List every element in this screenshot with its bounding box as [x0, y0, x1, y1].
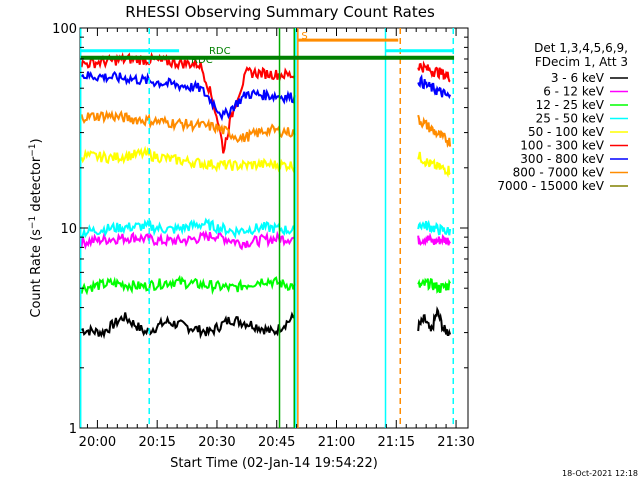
y-axis-label-end: ) [29, 138, 44, 143]
series-25-50-kev [80, 217, 452, 240]
series-line [80, 229, 295, 251]
x-tick-label: 21:30 [437, 435, 474, 450]
annotation-label: RDC [191, 55, 213, 66]
legend-label: 300 - 800 keV [520, 152, 604, 166]
legend-label: 800 - 7000 keV [513, 166, 605, 180]
y-axis-label-mid: detector [29, 156, 44, 216]
series-line [417, 151, 451, 178]
legend-label: 3 - 6 keV [551, 71, 605, 85]
y-axis-label-sup: −1 [28, 216, 38, 229]
legend-label: 50 - 100 keV [528, 125, 605, 139]
series-50-100-kev [80, 145, 451, 178]
series-line [80, 217, 296, 240]
x-tick-label: 20:45 [258, 435, 295, 450]
legend-label: 100 - 300 keV [520, 139, 604, 153]
annotation-label: RDC [209, 46, 231, 57]
series-line [81, 311, 295, 340]
legend-label: 7000 - 15000 keV [497, 179, 604, 193]
series-layer [80, 51, 452, 340]
y-axis-label: Count Rate (s−1 detector−1) [28, 138, 44, 317]
y-axis-label-sup-2: −1 [28, 143, 38, 156]
legend-label: 12 - 25 keV [536, 98, 605, 112]
y-tick-label: 1 [69, 422, 77, 437]
y-tick-label: 100 [52, 22, 77, 37]
series-line [417, 73, 452, 100]
series-300-800-kev [80, 70, 452, 122]
series-line [417, 305, 452, 336]
legend-header-2: FDecim 1, Att 3 [535, 55, 628, 69]
y-tick-label: 10 [60, 222, 77, 237]
timestamp: 18-Oct-2021 12:18 [562, 469, 638, 478]
series-3-6-kev [81, 305, 452, 340]
chart-title: RHESSI Observing Summary Count Rates [125, 3, 435, 21]
series-6-12-kev [80, 229, 451, 251]
series-line [417, 277, 451, 294]
series-line [80, 274, 296, 296]
x-tick-label: 21:15 [378, 435, 415, 450]
series-line [80, 51, 296, 154]
series-12-25-kev [80, 274, 451, 296]
x-tick-label: 20:00 [79, 435, 116, 450]
series-100-300-kev [80, 51, 451, 154]
axis-layer: 1 10 100 20:00 20:15 20:30 20:45 21:00 21:15 21:3… [52, 22, 475, 450]
legend-label: 6 - 12 keV [543, 85, 605, 99]
series-800-7000-kev [80, 109, 452, 148]
annotation-label: S [301, 31, 307, 42]
x-tick-label: 20:15 [138, 435, 175, 450]
series-line [417, 219, 452, 236]
series-line [417, 232, 451, 247]
series-line [80, 70, 296, 122]
legend-header-1: Det 1,3,4,5,6,9, [534, 41, 628, 55]
x-axis-label: Start Time (02-Jan-14 19:54:22) [170, 456, 378, 471]
series-line [80, 109, 296, 144]
legend-label: 25 - 50 keV [536, 112, 605, 126]
series-line [417, 114, 452, 148]
y-axis-label-main: Count Rate (s [29, 229, 44, 318]
x-tick-label: 21:00 [318, 435, 355, 450]
series-line [80, 145, 296, 173]
legend: Det 1,3,4,5,6,9, FDecim 1, Att 3 3 - 6 k… [497, 41, 628, 193]
series-line [417, 60, 451, 83]
x-tick-label: 20:30 [198, 435, 235, 450]
